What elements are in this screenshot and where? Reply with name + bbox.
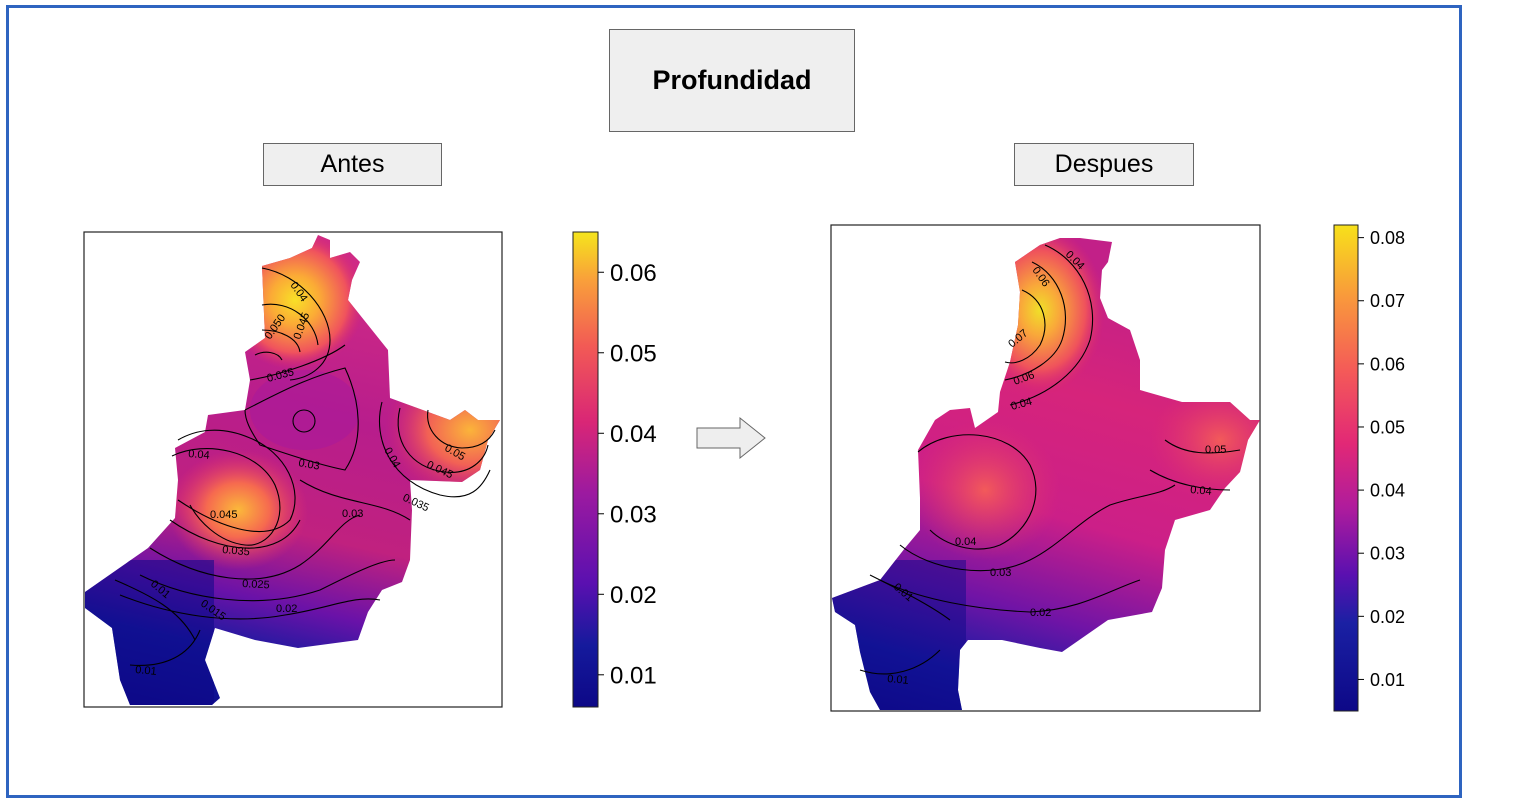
contour-label: 0.03 — [342, 508, 363, 520]
colorbar-tick-label: 0.01 — [610, 662, 657, 689]
colorbar-tick-label: 0.02 — [1370, 607, 1405, 627]
contours-before — [114, 267, 496, 666]
colorbar-tick-label: 0.04 — [610, 421, 657, 448]
contour-label: 0.02 — [276, 603, 297, 615]
colorbar-tick-label: 0.06 — [1370, 354, 1405, 374]
colorbar-tick-label: 0.06 — [610, 260, 657, 287]
contour-label: 0.025 — [242, 578, 270, 591]
colorbar-tick-label: 0.02 — [610, 582, 657, 609]
map-after: 0.04 0.06 0.07 0.06 0.04 0.05 0.04 0.04 … — [830, 224, 1261, 712]
panel-label-before: Antes — [263, 143, 442, 186]
contour-label: 0.04 — [1010, 396, 1034, 413]
colorbar-tick-label: 0.01 — [1370, 670, 1405, 690]
colorbar-tick-label: 0.04 — [1370, 481, 1405, 501]
colorbar-tick-label: 0.03 — [610, 501, 657, 528]
colorbar-after: 0.01 0.02 0.03 0.04 0.05 0.06 0.07 0.08 — [1333, 224, 1405, 712]
contour-label: 0.045 — [210, 509, 238, 521]
contour-label: 0.04 — [1190, 484, 1212, 498]
contour-label: 0.04 — [188, 448, 210, 462]
map-before: 0.04 0.050 0.045 0.035 0.03 0.04 0.045 0… — [83, 231, 503, 708]
right-arrow-icon — [696, 416, 766, 460]
contour-label: 0.01 — [135, 664, 157, 678]
contour-label: 0.035 — [222, 544, 250, 558]
contour-label: 0.01 — [887, 673, 909, 687]
colorbar-tick-label: 0.07 — [1370, 291, 1405, 311]
colorbar-tick-label: 0.08 — [1370, 228, 1405, 248]
contour-label: 0.04 — [955, 536, 976, 548]
contour-label: 0.03 — [990, 567, 1011, 579]
contour-label: 0.05 — [1205, 444, 1226, 456]
contours-after — [859, 244, 1241, 675]
colorbar-tick-label: 0.05 — [1370, 417, 1405, 437]
colorbar-tick-label: 0.05 — [610, 340, 657, 367]
panel-label-after: Despues — [1014, 143, 1194, 186]
figure-title: Profundidad — [609, 29, 855, 132]
colorbar-tick-label: 0.03 — [1370, 544, 1405, 564]
colorbar-before: 0.01 0.02 0.03 0.04 0.05 0.06 — [572, 231, 657, 708]
contour-label: 0.03 — [297, 457, 320, 473]
contour-label: 0.02 — [1030, 607, 1051, 619]
